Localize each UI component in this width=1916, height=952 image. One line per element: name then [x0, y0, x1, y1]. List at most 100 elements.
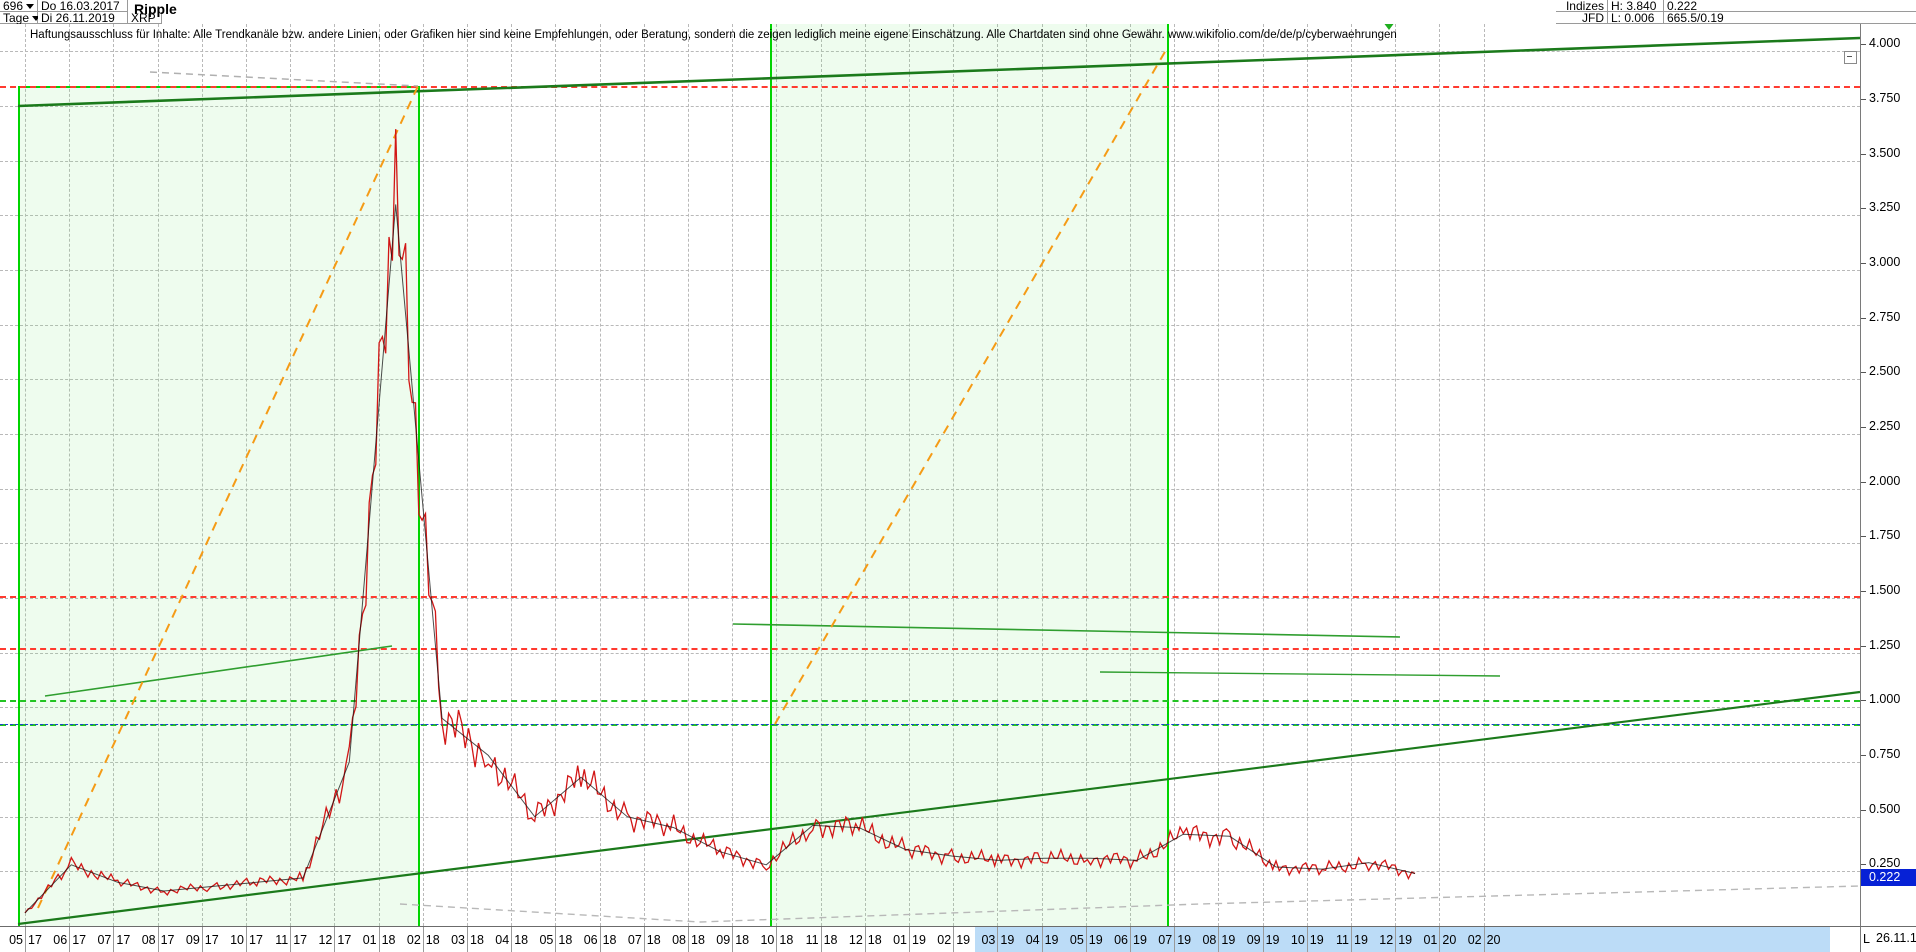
date-tick: [25, 927, 26, 952]
highlight-zone-1: [18, 86, 418, 926]
price-tick-label: 0.250: [1869, 856, 1901, 871]
date-tick-month: 12: [1379, 933, 1394, 947]
date-tick-month: 07: [1158, 933, 1173, 947]
date-tick-month: 11: [805, 933, 819, 947]
resistance-line-079: [0, 648, 1860, 650]
horizontal-gridline: [0, 106, 1860, 107]
vertical-gridline: [467, 24, 468, 926]
interval-selector[interactable]: Tage: [0, 12, 41, 24]
date-tick: [378, 927, 380, 952]
date-tick-year: 18: [470, 933, 484, 947]
price-tick-label: 4.000: [1869, 36, 1901, 51]
support-line-046: [0, 724, 1860, 726]
vertical-gridline: [1306, 24, 1308, 926]
date-tick-year: 18: [514, 933, 529, 947]
date-tick-month: 05: [539, 933, 554, 947]
date-tick-year: 17: [249, 933, 263, 947]
date-tick-year: 17: [72, 933, 87, 947]
date-tick-year: 18: [602, 933, 617, 947]
uptrend-line-1: [37, 85, 419, 909]
lower-trend-channel: [17, 690, 1860, 926]
date-tick-year: 17: [337, 933, 352, 947]
date-to-value: Di 26.11.2019: [41, 11, 115, 25]
horizontal-gridline: [0, 652, 1860, 654]
horizontal-gridline: [0, 598, 1860, 599]
vertical-gridline: [599, 24, 601, 926]
date-tick: [1041, 927, 1043, 952]
price-tick-label: 1.500: [1869, 583, 1901, 597]
collapse-box-icon[interactable]: [1844, 51, 1857, 64]
date-tick-month: 12: [318, 933, 333, 947]
date-tick-month: 01: [893, 933, 907, 947]
horizontal-gridline: [0, 51, 1860, 53]
date-to-field[interactable]: Di 26.11.2019: [38, 12, 128, 24]
vertical-gridline: [25, 24, 26, 926]
date-tick-year: 18: [823, 933, 838, 947]
log-scale-button[interactable]: L: [1863, 932, 1870, 946]
date-tick-year: 18: [867, 933, 882, 947]
zone-1-left-edge: [18, 86, 20, 926]
date-tick: [290, 927, 292, 952]
horizontal-gridline: [0, 434, 1860, 435]
vertical-gridline: [511, 24, 513, 926]
vertical-gridline: [113, 24, 115, 926]
date-tick-month: 11: [275, 933, 289, 947]
horizontal-gridline: [0, 543, 1860, 545]
page-title: Ripple: [134, 1, 177, 17]
date-tick-month: 10: [760, 933, 775, 947]
price-tick-label: 2.500: [1869, 364, 1901, 379]
marker-triangle-icon: [1383, 24, 1395, 30]
date-axis[interactable]: 05 17 06 17 07 17 08 17 09 17 10 17 11 17 12 17 01 18 02 18…: [0, 926, 1860, 952]
date-tick-year: 19: [1088, 933, 1103, 947]
vertical-gridline: [1483, 24, 1485, 926]
date-tick: [1174, 927, 1176, 952]
price-tick-label: 1.750: [1869, 528, 1901, 543]
date-tick-year: 19: [1398, 933, 1413, 947]
date-tick: [511, 927, 513, 952]
date-tick-year: 19: [912, 933, 926, 947]
horizontal-gridline: [0, 379, 1860, 381]
vertical-gridline: [69, 24, 71, 926]
date-tick-month: 09: [1246, 933, 1261, 947]
vertical-gridline: [643, 24, 645, 926]
chevron-down-icon: [32, 15, 41, 21]
date-tick-month: 03: [981, 933, 996, 947]
vertical-gridline: [422, 24, 424, 926]
date-tick-year: 19: [1044, 933, 1059, 947]
helper-line-bottom: [399, 885, 1860, 923]
bars-count-selector[interactable]: 696: [0, 0, 38, 12]
uptrend-line-2: [774, 49, 1167, 725]
chart-plot-area[interactable]: [0, 24, 1860, 926]
horizontal-gridline: [0, 215, 1860, 217]
date-tick-month: 02: [406, 933, 421, 947]
date-tick-year: 19: [956, 933, 971, 947]
date-tick: [69, 927, 71, 952]
date-tick-month: 10: [230, 933, 244, 947]
vertical-gridline: [1085, 24, 1087, 926]
price-tick-label: 3.250: [1869, 200, 1901, 215]
date-tick: [1218, 927, 1220, 952]
vertical-gridline: [378, 24, 380, 926]
price-tick-label: 2.750: [1869, 309, 1901, 324]
support-line-056: [0, 700, 1860, 702]
selection-end-date: 26.11.19: [1876, 931, 1916, 945]
date-tick: [246, 927, 247, 952]
low-value: L: 0.006: [1608, 12, 1664, 24]
date-tick: [820, 927, 822, 952]
date-tick-year: 17: [28, 933, 42, 947]
ticker-field[interactable]: XRP: [128, 12, 162, 24]
vertical-gridline: [290, 24, 292, 926]
vertical-gridline: [1395, 24, 1397, 926]
axis-corner-controls[interactable]: L: [1860, 926, 1916, 952]
date-tick: [1483, 927, 1485, 952]
date-from-field[interactable]: Do 16.03.2017: [38, 0, 128, 12]
date-tick-month: 11: [1336, 933, 1349, 947]
horizontal-gridline: [0, 871, 1860, 873]
date-tick-month: 05: [9, 933, 23, 947]
date-tick-month: 12: [848, 933, 863, 947]
price-tick-label: 3.000: [1869, 255, 1901, 269]
date-range-selection[interactable]: [975, 927, 1830, 952]
price-axis[interactable]: 4.000 3.750 3.500 3.250 3.000 2.750 2.500 2.250…: [1860, 24, 1916, 926]
price-tick-label: 2.250: [1869, 419, 1901, 433]
date-tick-year: 18: [646, 933, 661, 947]
